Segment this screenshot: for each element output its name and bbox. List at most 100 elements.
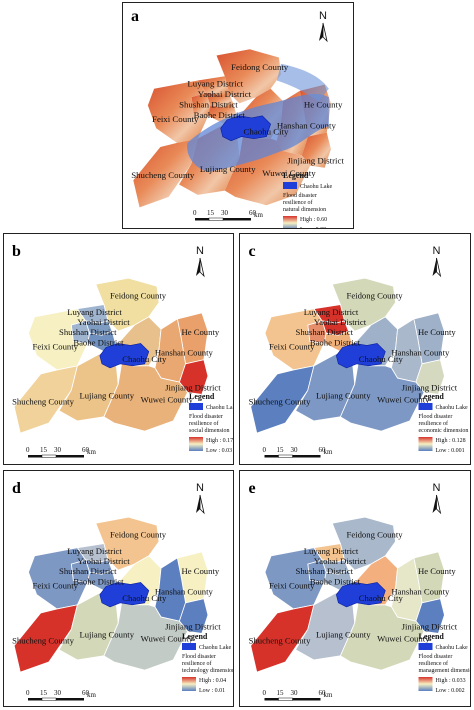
legend: Legend Chaohu Lake Flood disasterresilienc… <box>418 392 468 454</box>
legend-low: Low : 0.03 <box>206 448 232 454</box>
panel-label: d <box>12 480 21 497</box>
label-he-county: He County <box>181 327 219 337</box>
scale-tick: 0 <box>26 446 30 454</box>
label-yaohai-district: Yaohai District <box>77 317 130 327</box>
panel-label: b <box>12 243 21 260</box>
north-arrow-left <box>196 258 200 276</box>
north-label: N <box>433 482 441 494</box>
label-shushan-district: Shushan District <box>59 327 117 337</box>
chaohu-lake <box>99 343 150 369</box>
scale-seg-3 <box>56 698 84 701</box>
scale-tick: 15 <box>207 209 215 217</box>
panel-label: a <box>131 8 139 25</box>
legend-high: High : 0.128 <box>436 438 466 444</box>
label-baohe-district: Baohe District <box>310 576 361 586</box>
scale-tick: 60 <box>249 209 257 217</box>
legend-title: Legend <box>419 392 445 401</box>
label-hanshan-county: Hanshan County <box>277 120 337 130</box>
scale-unit: km <box>254 211 264 219</box>
label-wuwei-county: Wuwei County <box>377 634 430 644</box>
north-arrow: N <box>432 245 442 278</box>
scale-seg-1 <box>264 455 279 458</box>
legend-description: Flood disaster <box>182 654 216 660</box>
label-baohe-district: Baohe District <box>194 110 246 120</box>
label-luyang-district: Luyang District <box>187 79 243 89</box>
legend-lake-swatch <box>182 643 196 650</box>
panel-d: Feidong County Luyang District Yaohai Dist… <box>3 470 234 707</box>
label-luyang-district: Luyang District <box>67 307 122 317</box>
legend-description: Flood disaster <box>419 414 453 420</box>
district-luyang-district <box>197 76 229 95</box>
north-arrow-left <box>432 495 437 513</box>
label-feixi-county: Feixi County <box>269 342 315 352</box>
label-feidong-county: Feidong County <box>110 291 167 301</box>
legend-lake-label: Chaohu Lake <box>300 184 332 190</box>
label-chaohu-city: Chaohu City <box>122 593 167 603</box>
label-chaohu-city: Chaohu City <box>244 127 289 137</box>
north-label: N <box>196 482 204 494</box>
scale-unit: km <box>87 691 97 699</box>
legend: Legend Chaohu Lake Flood disasterresilienc… <box>182 632 233 694</box>
label-he-county: He County <box>181 566 219 576</box>
label-baohe-district: Baohe District <box>73 337 124 347</box>
legend-ramp <box>418 677 433 691</box>
north-arrow-left <box>432 258 437 276</box>
scale-seg-2 <box>41 454 57 458</box>
scale-seg-3 <box>292 698 321 701</box>
legend-title: Legend <box>182 632 208 641</box>
legend-lake-label: Chaohu Lake <box>206 405 233 411</box>
label-chaohu-city: Chaohu City <box>359 593 404 603</box>
label-hanshan-county: Hanshan County <box>391 348 450 358</box>
legend-description: resilience of <box>419 420 448 427</box>
legend-description: resilience of <box>189 420 218 427</box>
scale-unit: km <box>324 448 334 456</box>
legend: Legend Chaohu Lake Flood disasterresilienc… <box>283 171 332 228</box>
legend-low: Low : 0.01 <box>199 688 225 694</box>
legend-description: resilience of <box>419 660 448 667</box>
scale-tick: 30 <box>54 689 62 697</box>
scale-seg-3 <box>292 455 321 458</box>
label-feidong-county: Feidong County <box>347 291 404 301</box>
label-he-county: He County <box>304 99 343 109</box>
label-hanshan-county: Hanshan County <box>391 587 450 597</box>
legend-title: Legend <box>419 632 445 641</box>
scale-tick: 30 <box>291 446 299 454</box>
label-shucheng-county: Shucheng County <box>131 170 195 180</box>
chaohu-lake <box>99 582 150 608</box>
label-shushan-district: Shushan District <box>296 327 354 337</box>
scale-unit: km <box>87 448 97 456</box>
label-lujiang-county: Lujiang County <box>200 164 256 174</box>
legend-lake-label: Chaohu Lake <box>436 645 468 651</box>
district-feixi-county <box>264 308 325 371</box>
label-chaohu-city: Chaohu City <box>122 354 167 364</box>
district-feixi-county <box>28 547 89 610</box>
scale-tick: 15 <box>277 689 285 697</box>
label-luyang-district: Luyang District <box>304 307 359 317</box>
legend-lake-swatch <box>418 643 433 650</box>
label-jinjiang-district: Jinjiang District <box>165 382 221 392</box>
legend-lake-swatch <box>418 403 433 410</box>
scale-tick: 0 <box>193 209 197 217</box>
label-yaohai-district: Yaohai District <box>314 556 367 566</box>
scale-tick: 30 <box>54 446 62 454</box>
label-shucheng-county: Shucheng County <box>12 636 74 646</box>
scale-seg-2 <box>41 697 57 701</box>
north-arrow: N <box>432 482 442 515</box>
label-jinjiang-district: Jinjiang District <box>402 621 458 631</box>
legend-lake-label: Chaohu Lake <box>199 645 231 651</box>
legend-ramp <box>418 437 433 451</box>
legend-description: technology dimension <box>182 668 233 674</box>
panel-label: e <box>249 480 256 497</box>
scale-seg-2 <box>278 697 293 701</box>
label-shushan-district: Shushan District <box>59 566 117 576</box>
legend-description: social dimension <box>189 428 230 434</box>
label-lujiang-county: Lujiang County <box>316 390 371 400</box>
